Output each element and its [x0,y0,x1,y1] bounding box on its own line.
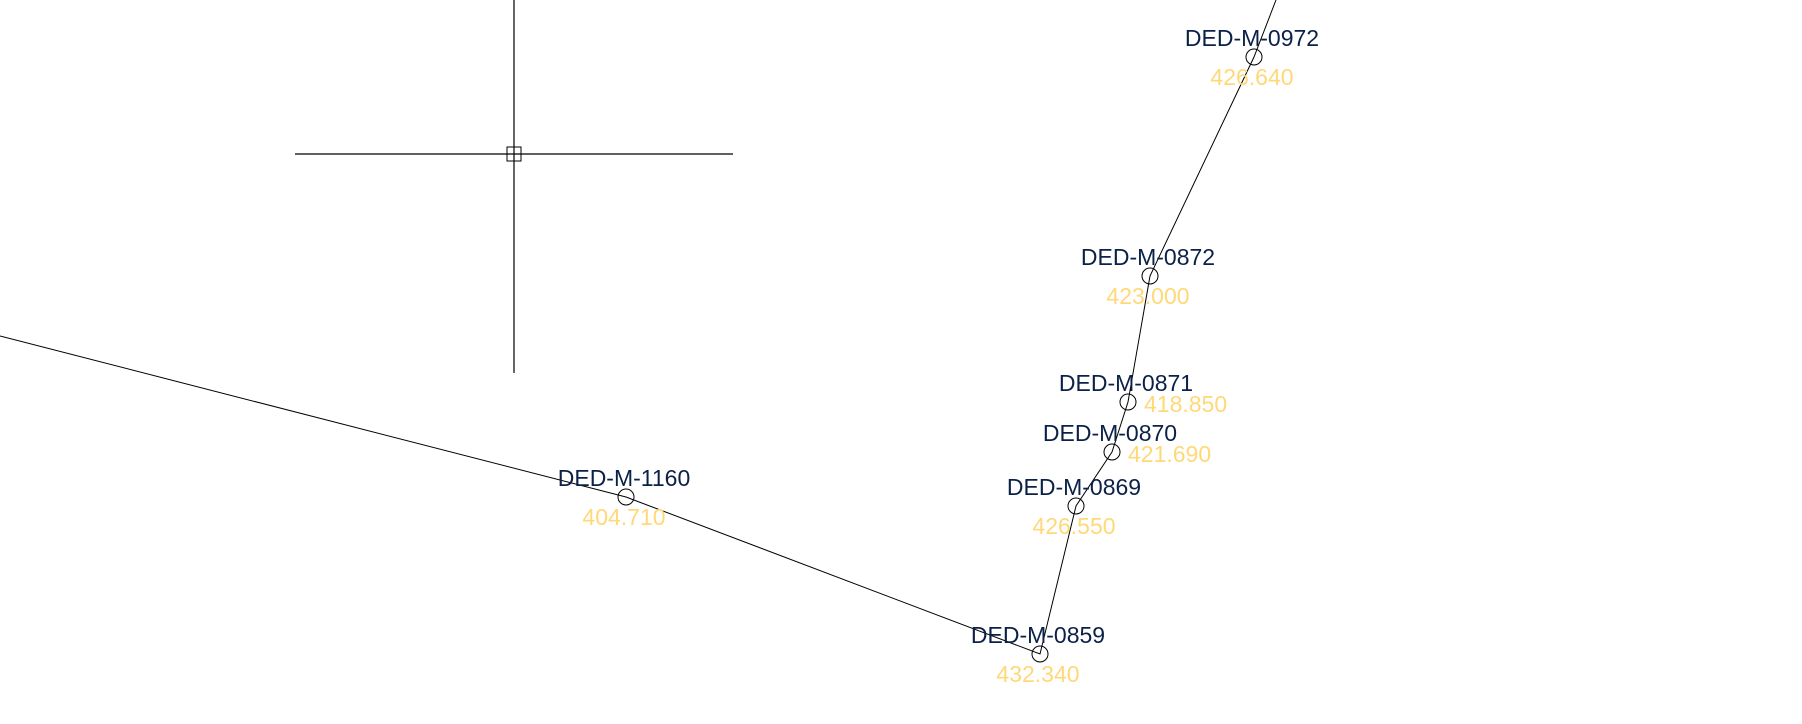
pipe-line[interactable] [0,0,1277,655]
node-elevation: 426.550 [1032,513,1115,539]
manhole-node-icon[interactable] [1119,393,1137,411]
node-label: DED-M-0869 [1007,474,1141,500]
manhole-node-icon[interactable] [1067,497,1085,515]
node-label: DED-M-0870 [1043,420,1177,446]
node-elevation: 404.710 [582,504,665,530]
manhole-node-icon[interactable] [1141,267,1159,285]
node-label: DED-M-0871 [1059,370,1193,396]
node-elevation: 423.000 [1106,283,1189,309]
crosshair-cursor-icon [506,146,522,162]
node-label: DED-M-1160 [558,465,691,491]
node-elevation: 426.640 [1210,64,1293,90]
node-elevation: 418.850 [1144,391,1227,417]
node-label: DED-M-0872 [1081,244,1215,270]
manhole-node-icon[interactable] [617,488,635,506]
node-elevation: 432.340 [996,661,1079,687]
manhole-node-icon[interactable] [1103,443,1121,461]
node-label: DED-M-0859 [971,622,1105,648]
node-elevation: 421.690 [1128,441,1211,467]
manhole-node-icon[interactable] [1245,48,1263,66]
node-label: DED-M-0972 [1185,25,1319,51]
manhole-node-icon[interactable] [1031,645,1049,663]
